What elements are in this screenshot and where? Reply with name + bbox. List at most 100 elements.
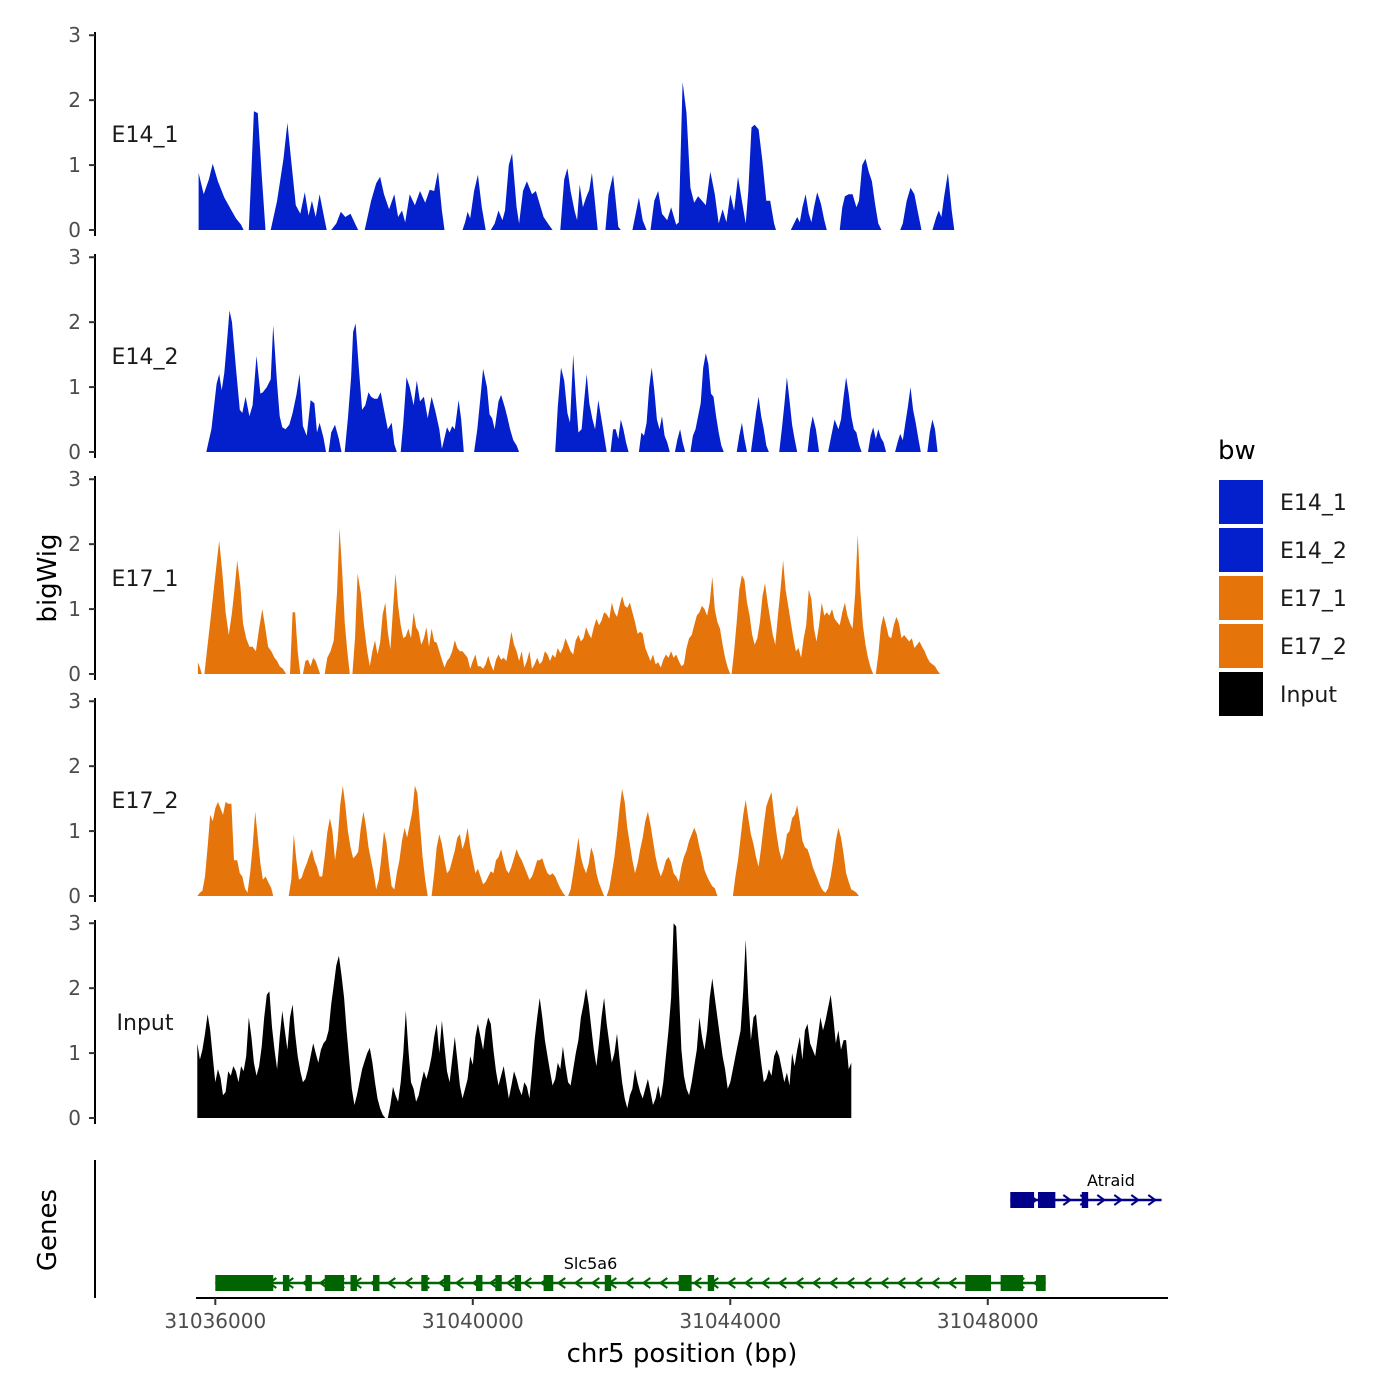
- legend-swatch-e14_2: [1219, 528, 1263, 572]
- track-panel-e17_2: 0 1 2 3 E17_2: [68, 689, 860, 908]
- signal-area-input: [197, 923, 852, 1118]
- strand-arrow: [845, 1277, 855, 1289]
- strand-arrow: [692, 1277, 702, 1289]
- exon: [1000, 1275, 1024, 1291]
- y-tick-label: 0: [68, 218, 81, 242]
- track-panel-input: 0 1 2 3 Input: [68, 911, 852, 1130]
- strand-arrow: [1062, 1194, 1073, 1206]
- strand-arrow: [760, 1277, 770, 1289]
- y-tick-label: 3: [68, 245, 81, 269]
- exon: [324, 1275, 345, 1291]
- signal-area-e14_2: [206, 310, 938, 452]
- exon: [373, 1275, 380, 1291]
- exon: [965, 1275, 991, 1291]
- y-tick-label: 2: [68, 88, 81, 112]
- y-tick-label: 2: [68, 976, 81, 1000]
- strand-arrow: [930, 1277, 940, 1289]
- strand-arrow: [403, 1277, 413, 1289]
- x-axis-title: chr5 position (bp): [567, 1339, 798, 1369]
- strand-arrow: [556, 1277, 566, 1289]
- strand-arrow: [1130, 1194, 1141, 1206]
- y-tick-label: 0: [68, 440, 81, 464]
- exon: [1010, 1192, 1035, 1208]
- legend: bw E14_1 E14_2 E17_1 E17_2 Input: [1218, 436, 1347, 716]
- gene-track: Atraid Slc5a6: [94, 1160, 1162, 1298]
- y-tick-label: 1: [68, 819, 81, 843]
- track-label: E17_2: [112, 789, 179, 814]
- legend-title: bw: [1218, 436, 1256, 466]
- y-tick-label: 3: [68, 23, 81, 47]
- strand-arrow: [624, 1277, 634, 1289]
- strand-arrow: [726, 1277, 736, 1289]
- strand-arrow: [811, 1277, 821, 1289]
- legend-label-e14_2: E14_2: [1280, 539, 1347, 564]
- y-tick-label: 1: [68, 597, 81, 621]
- genes-axis-title: Genes: [33, 1189, 63, 1271]
- exon: [495, 1275, 502, 1291]
- strand-arrow: [522, 1277, 532, 1289]
- track-label: E14_2: [112, 345, 179, 370]
- exon: [678, 1275, 692, 1291]
- y-axis-title: bigWig: [33, 533, 63, 622]
- x-tick-label: 31040000: [422, 1309, 524, 1333]
- x-axis: 31036000 31040000 31044000 31048000: [164, 1297, 1168, 1333]
- strand-arrow: [828, 1277, 838, 1289]
- exon: [443, 1275, 451, 1291]
- exon: [421, 1275, 428, 1291]
- strand-arrow: [913, 1277, 923, 1289]
- strand-arrow: [1096, 1194, 1107, 1206]
- bigwig-tracks: 0 1 2 3 E14_1 0 1 2 3 E14_2 0 1 2 3 E17_1 0 1 2 3 E17_2 0 1 2 3…: [68, 23, 959, 1130]
- strand-arrow: [386, 1277, 396, 1289]
- strand-arrow: [505, 1277, 515, 1289]
- legend-swatch-e17_2: [1219, 624, 1263, 668]
- exon: [1081, 1192, 1089, 1208]
- legend-label-e17_2: E17_2: [1280, 635, 1347, 660]
- y-tick-label: 3: [68, 911, 81, 935]
- legend-swatch-e17_1: [1219, 576, 1263, 620]
- exon: [543, 1275, 554, 1291]
- track-label: E17_1: [112, 567, 179, 592]
- legend-label-e17_1: E17_1: [1280, 587, 1347, 612]
- signal-area-e14_1: [198, 82, 959, 230]
- signal-area-e17_2: [197, 785, 860, 896]
- track-panel-e14_1: 0 1 2 3 E14_1: [68, 23, 959, 242]
- track-label: Input: [117, 1011, 174, 1036]
- strand-arrow: [658, 1277, 668, 1289]
- strand-arrow: [590, 1277, 600, 1289]
- legend-swatch-input: [1219, 672, 1263, 716]
- track-label: E14_1: [112, 123, 179, 148]
- gene-label: Slc5a6: [564, 1254, 618, 1273]
- y-tick-label: 0: [68, 1106, 81, 1130]
- y-tick-label: 3: [68, 467, 81, 491]
- strand-arrow: [1147, 1194, 1158, 1206]
- exon: [305, 1275, 312, 1291]
- strand-arrow: [947, 1277, 957, 1289]
- exon: [514, 1275, 522, 1291]
- signal-area-e17_1: [197, 527, 941, 674]
- x-tick-label: 31048000: [937, 1309, 1039, 1333]
- track-panel-e14_2: 0 1 2 3 E14_2: [68, 245, 938, 464]
- y-tick-label: 2: [68, 310, 81, 334]
- gene-atraid: Atraid: [1010, 1171, 1162, 1208]
- strand-arrow: [454, 1277, 464, 1289]
- strand-arrow: [794, 1277, 804, 1289]
- legend-swatch-e14_1: [1219, 480, 1263, 524]
- exon: [282, 1275, 290, 1291]
- exon: [476, 1275, 483, 1291]
- y-tick-label: 3: [68, 689, 81, 713]
- track-panel-e17_1: 0 1 2 3 E17_1: [68, 467, 941, 686]
- strand-arrow: [862, 1277, 872, 1289]
- strand-arrow: [879, 1277, 889, 1289]
- exon: [1036, 1275, 1046, 1291]
- y-tick-label: 0: [68, 884, 81, 908]
- exon: [604, 1275, 612, 1291]
- y-tick-label: 1: [68, 153, 81, 177]
- exon: [350, 1275, 357, 1291]
- strand-arrow: [777, 1277, 787, 1289]
- strand-arrow: [573, 1277, 583, 1289]
- y-tick-label: 2: [68, 754, 81, 778]
- x-tick-label: 31036000: [164, 1309, 266, 1333]
- legend-label-e14_1: E14_1: [1280, 491, 1347, 516]
- strand-arrow: [896, 1277, 906, 1289]
- gene-label: Atraid: [1087, 1171, 1135, 1190]
